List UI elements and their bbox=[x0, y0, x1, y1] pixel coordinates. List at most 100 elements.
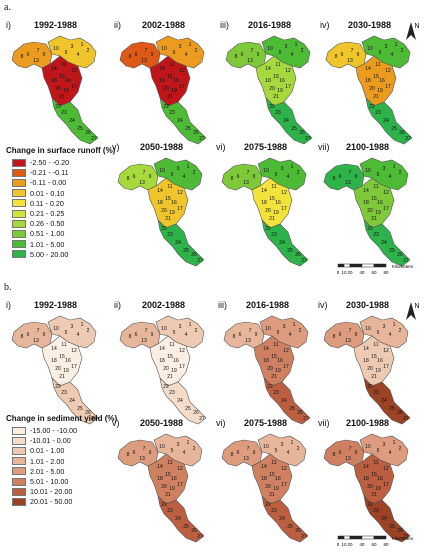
subbasin-zone bbox=[51, 377, 99, 425]
subbasin-label: 9 bbox=[43, 332, 46, 338]
subbasin-label: 20 bbox=[163, 86, 169, 92]
panel-period: 2002-1988 bbox=[142, 20, 186, 30]
subbasin-label: 3 bbox=[71, 324, 74, 330]
subbasin-label: 14 bbox=[51, 66, 57, 72]
scale-bar-unit: Kilometers bbox=[392, 264, 414, 269]
subbasin-zone bbox=[157, 219, 205, 267]
scale-bar-tick: 80 bbox=[383, 270, 389, 275]
subbasin-label: 14 bbox=[159, 66, 165, 72]
subbasin-label: 13 bbox=[243, 456, 249, 462]
panel-index: i) bbox=[6, 20, 11, 30]
scale-bar-tick: 80 bbox=[383, 542, 389, 547]
legend-label: -0.11 - 0.00 bbox=[30, 178, 67, 188]
subbasin-label: 19 bbox=[169, 486, 175, 492]
subbasin-label: 19 bbox=[375, 486, 381, 492]
legend-item: 2.01 - 5.00 bbox=[12, 467, 64, 476]
scale-bar-segment bbox=[349, 263, 363, 268]
subbasin-zone bbox=[221, 439, 263, 467]
subbasin-label: 21 bbox=[371, 492, 377, 498]
subbasin-label: 6 bbox=[27, 332, 30, 338]
subbasin-zone bbox=[251, 453, 293, 505]
subbasin-label: 13 bbox=[345, 338, 351, 344]
subbasin-zone bbox=[363, 219, 411, 267]
subbasin-label: 15 bbox=[167, 354, 173, 360]
subbasin-label: 13 bbox=[243, 180, 249, 186]
subbasin-label: 7 bbox=[145, 48, 148, 54]
subbasin-label: 14 bbox=[363, 346, 369, 352]
subbasin-label: 8 bbox=[335, 54, 338, 60]
subbasin-label: 5 bbox=[279, 50, 282, 56]
subbasin-label: 3 bbox=[177, 442, 180, 448]
subbasin-label: 27 bbox=[403, 534, 409, 540]
subbasin-zone bbox=[355, 55, 397, 107]
subbasin-label: 14 bbox=[51, 346, 57, 352]
legend-swatch bbox=[12, 209, 26, 218]
subbasin-label: 18 bbox=[51, 78, 57, 84]
subbasin-label: 2 bbox=[399, 446, 402, 452]
panel-index: ii) bbox=[114, 20, 121, 30]
subbasin-label: 6 bbox=[241, 52, 244, 58]
panel-index: ii) bbox=[114, 300, 121, 310]
subbasin-label: 21 bbox=[371, 374, 377, 380]
panel-period: 2100-1988 bbox=[346, 142, 390, 152]
subbasin-label: 8 bbox=[333, 452, 336, 458]
subbasin-label: 15 bbox=[59, 74, 65, 80]
subbasin-label: 5 bbox=[171, 172, 174, 178]
subbasin-label: 8 bbox=[231, 452, 234, 458]
subbasin-label: 10 bbox=[267, 46, 273, 52]
subbasin-label: 2 bbox=[297, 170, 300, 176]
subbasin-label: 6 bbox=[133, 174, 136, 180]
legend-swatch bbox=[12, 457, 26, 466]
subbasin-zone bbox=[223, 321, 265, 349]
subbasin-label: 8 bbox=[333, 334, 336, 340]
subbasin-zone bbox=[263, 377, 311, 425]
subbasin-label: 23 bbox=[375, 110, 381, 116]
subbasin-label: 12 bbox=[177, 466, 183, 472]
subbasin-label: 12 bbox=[281, 466, 287, 472]
subbasin-zone bbox=[147, 177, 189, 229]
scale-bar-tick: 20 bbox=[347, 542, 353, 547]
subbasin-label: 14 bbox=[261, 464, 267, 470]
subbasin-label: 12 bbox=[283, 348, 289, 354]
subbasin-label: 16 bbox=[65, 358, 71, 364]
subbasin-label: 1 bbox=[295, 42, 298, 48]
subbasin-label: 20 bbox=[161, 208, 167, 214]
subbasin-label: 15 bbox=[371, 196, 377, 202]
subbasin-label: 15 bbox=[373, 74, 379, 80]
subbasin-label: 27 bbox=[91, 136, 97, 142]
subbasin-label: 16 bbox=[173, 358, 179, 364]
subbasin-label: 8 bbox=[127, 176, 130, 182]
subbasin-label: 24 bbox=[381, 398, 387, 404]
subbasin-label: 2 bbox=[195, 328, 198, 334]
subbasin-label: 10 bbox=[365, 326, 371, 332]
subbasin-label: 7 bbox=[145, 328, 148, 334]
subbasin-label: 6 bbox=[339, 332, 342, 338]
scale-bar-tick: 60 bbox=[371, 270, 377, 275]
subbasin-label: 19 bbox=[275, 368, 281, 374]
scale-bar-segment bbox=[349, 535, 363, 540]
subbasin-label: 6 bbox=[239, 332, 242, 338]
subbasin-label: 1 bbox=[393, 322, 396, 328]
scale-bar-tick: 0 bbox=[337, 270, 340, 275]
subbasin-label: 5 bbox=[173, 330, 176, 336]
subbasin-label: 10 bbox=[263, 444, 269, 450]
subbasin-label: 15 bbox=[59, 354, 65, 360]
subbasin-label: 6 bbox=[135, 332, 138, 338]
subbasin-label: 8 bbox=[333, 176, 336, 182]
subbasin-label: 9 bbox=[151, 52, 154, 58]
legend-item: -0.21 - -0.11 bbox=[12, 168, 69, 177]
subbasin-label: 12 bbox=[385, 68, 391, 74]
subbasin-label: 20 bbox=[55, 366, 61, 372]
subbasin-zone bbox=[149, 55, 191, 107]
subbasin-label: 10 bbox=[365, 444, 371, 450]
subbasin-label: 3 bbox=[383, 442, 386, 448]
subbasin-label: 10 bbox=[265, 326, 271, 332]
subbasin-zone bbox=[149, 335, 191, 387]
subbasin-label: 18 bbox=[363, 200, 369, 206]
